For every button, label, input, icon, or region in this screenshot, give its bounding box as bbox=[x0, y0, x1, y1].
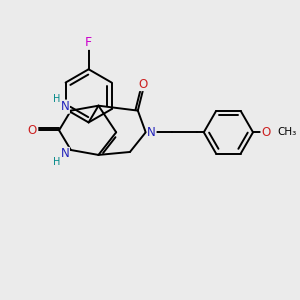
Text: H: H bbox=[53, 157, 61, 167]
Text: N: N bbox=[61, 100, 69, 113]
Text: O: O bbox=[138, 77, 147, 91]
Text: N: N bbox=[147, 126, 156, 139]
Text: N: N bbox=[61, 147, 69, 161]
Text: H: H bbox=[53, 94, 61, 104]
Text: O: O bbox=[28, 124, 37, 137]
Text: O: O bbox=[261, 126, 270, 139]
Text: CH₃: CH₃ bbox=[278, 127, 297, 137]
Text: F: F bbox=[85, 36, 92, 49]
